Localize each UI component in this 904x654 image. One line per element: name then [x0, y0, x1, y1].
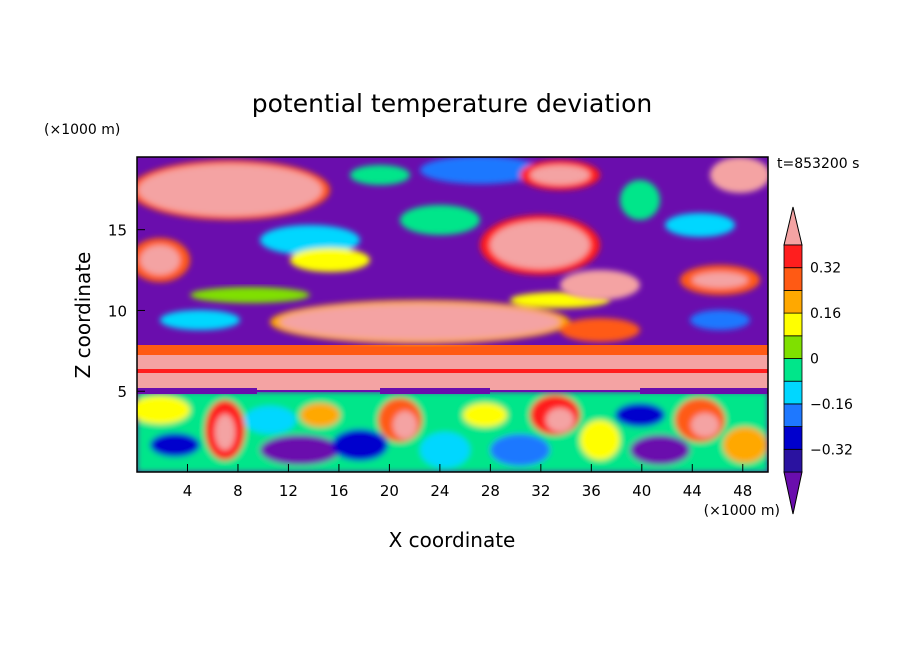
contour-field	[137, 157, 768, 472]
colorbar-box-8	[783, 267, 803, 291]
x-tick-label-2: 12	[279, 482, 298, 500]
colorbar-box-3	[783, 380, 803, 405]
colorbar-extend-top	[783, 206, 803, 246]
colorbar-extend-bottom	[783, 471, 803, 515]
y-axis-label: Z coordinate	[71, 252, 95, 379]
upper-mid-region	[160, 287, 750, 344]
y-unit-label: (×1000 m)	[44, 122, 120, 138]
y-tick-label-1: 10	[108, 302, 127, 320]
colorbar-box-4	[783, 358, 803, 382]
colorbar-label-1: 0.16	[810, 306, 841, 322]
x-tick-label-7: 32	[531, 482, 550, 500]
x-tick-label-10: 44	[683, 482, 702, 500]
x-tick-label-5: 24	[430, 482, 449, 500]
colorbar-label-2: 0	[810, 352, 819, 368]
x-tick-label-11: 48	[733, 482, 752, 500]
x-tick-label-0: 4	[183, 482, 193, 500]
x-tick-label-9: 40	[632, 482, 651, 500]
chart-title: potential temperature deviation	[252, 89, 652, 118]
x-tick-label-1: 8	[233, 482, 243, 500]
x-tick-label-3: 16	[329, 482, 348, 500]
colorbar-box-1	[783, 426, 803, 450]
plot-frame	[136, 156, 769, 473]
colorbar-label-4: −0.32	[810, 442, 853, 458]
colorbar-label-3: −0.16	[810, 397, 853, 413]
colorbar-box-5	[783, 335, 803, 359]
colorbar-label-0: 0.32	[810, 261, 841, 277]
colorbar: 0.32 0.16 0 −0.16 −0.32	[783, 206, 853, 515]
time-label: t=853200 s	[777, 156, 859, 172]
colorbar-box-9	[783, 244, 803, 269]
x-tick-label-6: 28	[481, 482, 500, 500]
lower-region	[137, 392, 768, 472]
x-axis: 4 8 12 16 20 24 28 32 36 40 44 48	[183, 464, 752, 500]
colorbar-box-6	[783, 312, 803, 337]
x-tick-label-4: 20	[380, 482, 399, 500]
colorbar-box-0	[783, 448, 803, 473]
x-tick-label-8: 36	[582, 482, 601, 500]
x-unit-label: (×1000 m)	[704, 503, 780, 519]
x-axis-label: X coordinate	[389, 528, 516, 552]
y-tick-label-0: 5	[117, 383, 127, 401]
colorbar-box-7	[783, 289, 803, 314]
colorbar-box-2	[783, 403, 803, 427]
y-tick-label-2: 15	[108, 222, 127, 240]
upper-region	[137, 157, 768, 300]
mid-band	[137, 345, 768, 394]
y-axis: 5 10 15	[108, 222, 145, 401]
